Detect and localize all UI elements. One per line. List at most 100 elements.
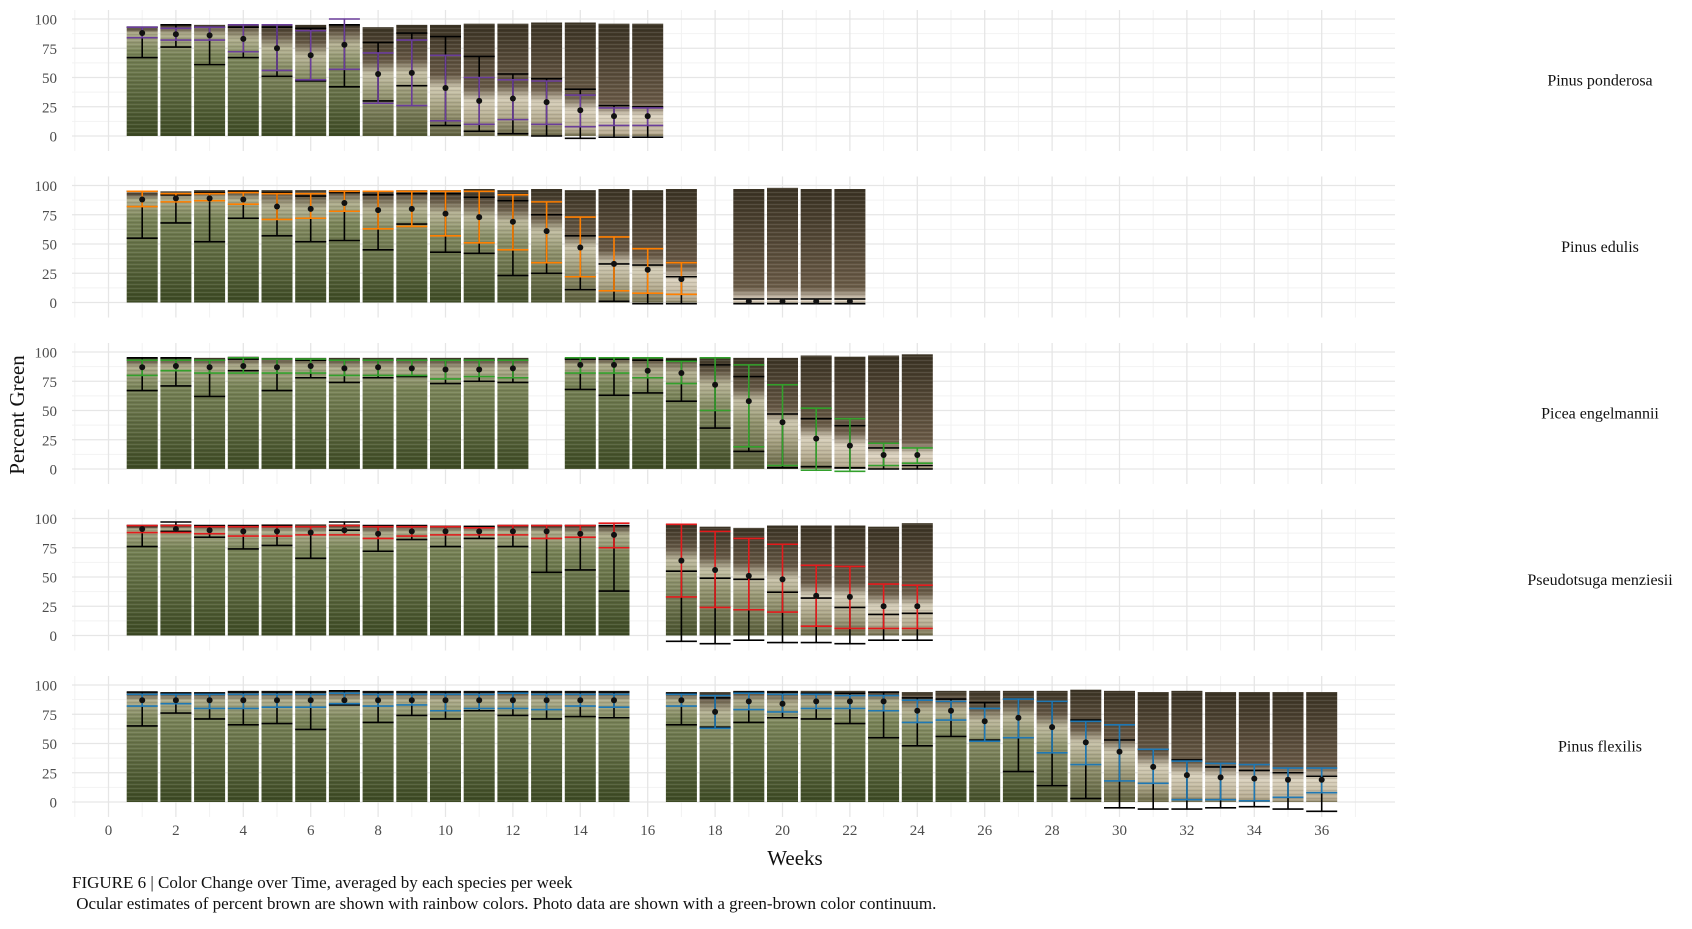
mean-point-pinus-edulis-week-14: [577, 244, 584, 251]
y-tick-label: 25: [42, 267, 57, 283]
mean-point-pseudotsuga-menziesii-week-2: [172, 526, 179, 533]
mean-point-pinus-flexilis-week-4: [240, 697, 247, 704]
mean-point-pinus-flexilis-week-28: [1049, 724, 1056, 731]
facet-label-pinus-ponderosa: Pinus ponderosa: [1547, 73, 1652, 90]
mean-point-picea-engelmannii-week-9: [408, 365, 415, 372]
y-axis-title: Percent Green: [5, 355, 29, 475]
mean-point-pinus-flexilis-week-35: [1285, 776, 1291, 783]
mean-point-pinus-edulis-week-11: [476, 214, 483, 221]
bar-texture: [767, 187, 798, 303]
facet-label-pinus-flexilis: Pinus flexilis: [1558, 739, 1642, 756]
mean-point-pinus-flexilis-week-32: [1183, 772, 1190, 779]
mean-point-pseudotsuga-menziesii-week-12: [509, 528, 516, 535]
mean-point-pinus-flexilis-week-23: [880, 698, 887, 705]
mean-point-pinus-ponderosa-week-14: [577, 107, 584, 114]
mean-point-pinus-flexilis-week-3: [206, 697, 213, 704]
mean-point-pseudotsuga-menziesii-week-1: [139, 526, 146, 533]
bar-texture: [463, 525, 495, 636]
x-tick-label: 26: [977, 823, 993, 839]
bar-texture: [227, 356, 259, 469]
mean-point-pinus-flexilis-week-26: [981, 718, 988, 725]
mean-point-pinus-ponderosa-week-11: [476, 97, 483, 104]
mean-point-pinus-edulis-week-20: [779, 298, 786, 305]
x-tick-label: 0: [105, 823, 113, 839]
mean-point-pinus-flexilis-week-15: [611, 697, 617, 704]
facet-label-pinus-edulis: Pinus edulis: [1561, 239, 1639, 256]
y-tick-label: 75: [42, 375, 57, 391]
mean-point-picea-engelmannii-week-5: [274, 364, 280, 371]
mean-point-picea-engelmannii-week-11: [476, 366, 483, 373]
x-tick-label: 8: [374, 823, 382, 839]
mean-point-picea-engelmannii-week-7: [341, 365, 348, 372]
mean-point-pinus-flexilis-week-31: [1150, 763, 1157, 770]
y-tick-label: 50: [42, 238, 57, 254]
mean-point-pinus-flexilis-week-17: [678, 697, 685, 704]
y-tick-label: 75: [42, 42, 57, 58]
y-tick-label: 25: [42, 600, 57, 616]
mean-point-pinus-ponderosa-week-8: [375, 70, 382, 77]
mean-point-pinus-ponderosa-week-2: [172, 31, 179, 38]
mean-point-pinus-ponderosa-week-13: [543, 99, 550, 106]
x-tick-label: 32: [1179, 823, 1194, 839]
mean-point-pinus-edulis-week-13: [543, 228, 550, 235]
mean-point-picea-engelmannii-week-12: [509, 365, 516, 372]
mean-point-pseudotsuga-menziesii-week-4: [240, 528, 247, 535]
y-tick-label: 50: [42, 571, 57, 587]
mean-point-pinus-edulis-week-1: [139, 196, 146, 203]
mean-point-pinus-flexilis-week-24: [914, 707, 921, 714]
x-tick-label: 20: [775, 823, 790, 839]
x-tick-label: 12: [505, 823, 520, 839]
y-tick-label: 100: [35, 179, 58, 195]
bar-texture: [194, 525, 226, 636]
y-tick-label: 50: [42, 404, 57, 420]
mean-point-pinus-flexilis-week-34: [1251, 775, 1258, 782]
mean-point-pseudotsuga-menziesii-week-3: [206, 527, 213, 534]
mean-point-pinus-edulis-week-4: [240, 196, 247, 203]
mean-point-picea-engelmannii-week-19: [745, 398, 752, 405]
mean-point-pinus-ponderosa-week-1: [139, 30, 146, 37]
y-tick-label: 25: [42, 766, 57, 782]
mean-point-pinus-edulis-week-16: [644, 266, 651, 273]
x-tick-label: 18: [708, 823, 723, 839]
y-tick-label: 0: [50, 629, 58, 645]
y-tick-label: 0: [50, 796, 58, 812]
mean-point-pseudotsuga-menziesii-week-15: [611, 531, 617, 538]
bar-texture: [396, 525, 428, 636]
mean-point-picea-engelmannii-week-2: [172, 363, 179, 370]
mean-point-pseudotsuga-menziesii-week-10: [442, 528, 449, 535]
mean-point-pinus-edulis-week-21: [813, 298, 820, 305]
mean-point-pinus-edulis-week-6: [307, 205, 314, 212]
mean-point-picea-engelmannii-week-1: [139, 364, 146, 371]
mean-point-pinus-ponderosa-week-7: [341, 41, 348, 48]
mean-point-pinus-ponderosa-week-5: [274, 45, 280, 52]
mean-point-pinus-ponderosa-week-16: [644, 113, 651, 120]
bar-texture: [834, 189, 866, 303]
y-tick-label: 50: [42, 737, 57, 753]
mean-point-pseudotsuga-menziesii-week-21: [813, 592, 820, 599]
x-tick-label: 10: [438, 823, 453, 839]
mean-point-pseudotsuga-menziesii-week-20: [779, 576, 786, 583]
mean-point-pinus-ponderosa-week-12: [509, 95, 516, 102]
mean-point-pseudotsuga-menziesii-week-17: [678, 557, 685, 564]
mean-point-pinus-edulis-week-9: [408, 205, 415, 212]
mean-point-pseudotsuga-menziesii-week-14: [577, 530, 584, 537]
mean-point-pinus-ponderosa-week-4: [240, 35, 247, 42]
mean-point-picea-engelmannii-week-24: [914, 451, 921, 458]
x-tick-label: 2: [172, 823, 180, 839]
mean-point-pseudotsuga-menziesii-week-23: [880, 603, 887, 610]
bar-texture: [800, 189, 832, 303]
mean-point-picea-engelmannii-week-8: [375, 364, 382, 371]
mean-point-pseudotsuga-menziesii-week-8: [375, 530, 382, 537]
mean-point-pinus-flexilis-week-21: [813, 698, 820, 705]
x-tick-label: 16: [640, 823, 656, 839]
mean-point-pinus-flexilis-week-20: [779, 700, 786, 707]
mean-point-picea-engelmannii-week-3: [206, 364, 213, 371]
mean-point-pinus-flexilis-week-11: [476, 697, 483, 704]
mean-point-picea-engelmannii-week-16: [644, 367, 651, 374]
mean-point-pinus-flexilis-week-25: [948, 707, 954, 714]
mean-point-pinus-flexilis-week-1: [139, 697, 146, 704]
mean-point-pseudotsuga-menziesii-week-18: [712, 566, 719, 573]
mean-point-pinus-ponderosa-week-10: [442, 85, 449, 92]
mean-point-picea-engelmannii-week-21: [813, 435, 820, 442]
mean-point-pinus-edulis-week-12: [509, 218, 516, 225]
